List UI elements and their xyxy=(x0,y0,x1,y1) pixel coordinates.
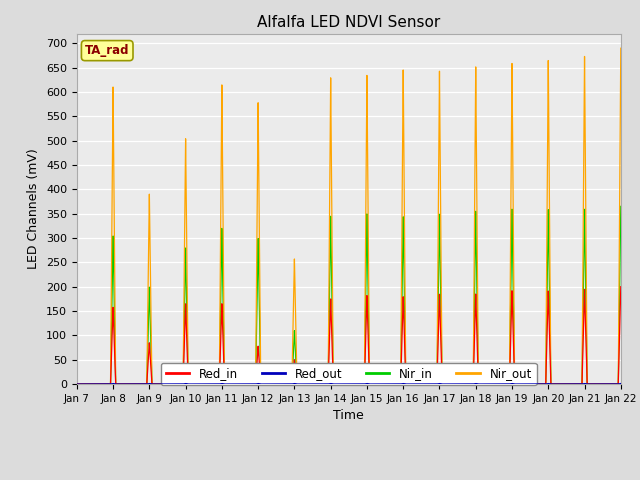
Title: Alfalfa LED NDVI Sensor: Alfalfa LED NDVI Sensor xyxy=(257,15,440,30)
Y-axis label: LED Channels (mV): LED Channels (mV) xyxy=(28,148,40,269)
X-axis label: Time: Time xyxy=(333,409,364,422)
Legend: Red_in, Red_out, Nir_in, Nir_out: Red_in, Red_out, Nir_in, Nir_out xyxy=(161,363,536,385)
Text: TA_rad: TA_rad xyxy=(85,44,129,57)
